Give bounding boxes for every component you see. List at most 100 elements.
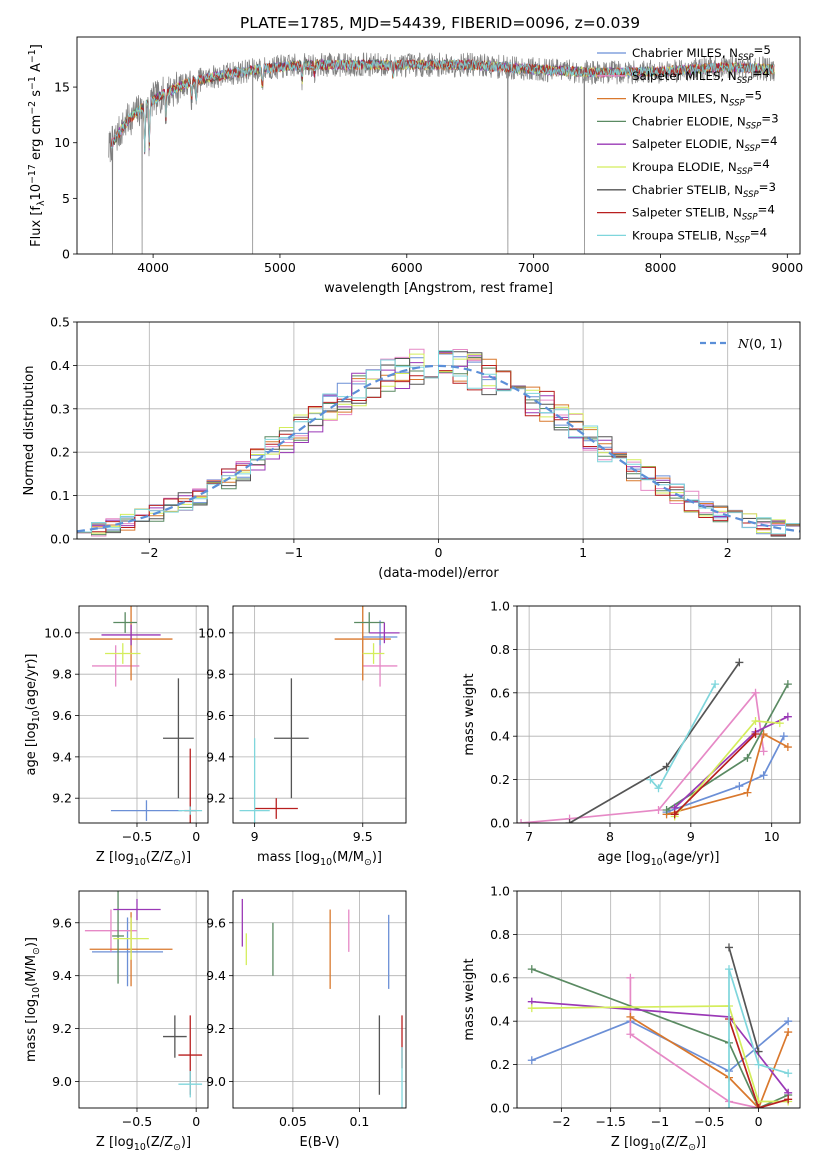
errorbar-point <box>112 891 124 984</box>
series-marker <box>517 819 526 823</box>
axes-frame <box>232 605 407 824</box>
y-tick-label: 9.4 <box>206 968 226 983</box>
y-tick-label: 9.6 <box>52 915 72 930</box>
x-tick-label: 8000 <box>645 260 677 275</box>
x-tick-label: −0.5 <box>694 1114 724 1129</box>
x-tick-label: 7000 <box>518 260 550 275</box>
errorbar-point <box>163 678 194 799</box>
x-tick-label: 6000 <box>391 260 423 275</box>
y-axis-label: mass weight <box>462 673 477 755</box>
legend-entry: Salpeter MILES, NSSP=4 <box>632 66 770 86</box>
errorbar-point <box>334 606 391 681</box>
age-vs-mass-panel: 9 9.5 9.2 9.4 9.6 9.8 10.0 mass [log10(M/M⊙)] <box>198 605 407 868</box>
y-tick-label: 0.5 <box>50 315 70 330</box>
series-marker <box>783 680 792 689</box>
legend: N(0, 1) <box>700 336 783 351</box>
y-tick-label: 9.8 <box>206 667 226 682</box>
y-tick-label: 0.4 <box>490 1014 510 1029</box>
legend-entry: Salpeter STELIB, NSSP=4 <box>632 203 775 223</box>
errorbar-point <box>274 678 309 799</box>
y-tick-label: 9.6 <box>52 708 72 723</box>
errorbar-point <box>113 898 161 921</box>
y-tick-label: 9.0 <box>206 1074 226 1089</box>
gridlines <box>233 891 406 1108</box>
y-tick-label: 9.4 <box>206 749 226 764</box>
errorbar-point <box>362 643 385 664</box>
x-tick-label: 4000 <box>137 260 169 275</box>
y-axis-label: Normed distribution <box>22 366 37 496</box>
series-marker <box>527 1056 536 1065</box>
x-axis-label: Z [log10(Z/Z⊙)] <box>96 850 191 868</box>
y-tick-label: 0.6 <box>490 970 510 985</box>
y-tick-label: 9.6 <box>206 915 226 930</box>
y-axis-label: mass [log10(M/M⊙)] <box>24 937 42 1062</box>
x-axis-label: wavelength [Angstrom, rest frame] <box>324 281 553 296</box>
errorbar-point <box>163 1015 187 1058</box>
y-axis-label: age [log10(age/yr)] <box>24 653 42 775</box>
y-tick-label: 0.4 <box>50 358 70 373</box>
x-tick-label: 9 <box>251 829 259 844</box>
x-axis-label: Z [log10(Z/Z⊙)] <box>611 1135 706 1153</box>
model-spectrum <box>110 58 775 153</box>
normal-reference-curve <box>77 364 800 533</box>
errorbar-point <box>113 612 137 633</box>
mass-weight-series <box>662 680 792 814</box>
x-tick-label: −1 <box>651 1114 669 1129</box>
series-marker <box>754 1104 763 1108</box>
y-tick-label: 9.4 <box>52 968 72 983</box>
plot-area <box>79 606 208 823</box>
errorbar-point <box>369 622 400 644</box>
figure-title: PLATE=1785, MJD=54439, FIBERID=0096, z=0… <box>240 14 640 32</box>
x-tick-label: 0 <box>435 545 443 560</box>
gridlines <box>79 891 208 1108</box>
series-marker <box>735 658 744 667</box>
errorbar-point <box>239 738 270 823</box>
plot-content <box>241 898 403 1108</box>
y-tick-label: 9.2 <box>206 1021 226 1036</box>
series-marker <box>784 1017 793 1026</box>
x-tick-label: 0 <box>755 1114 763 1129</box>
series-marker <box>784 1028 793 1037</box>
legend-entry: Chabrier ELODIE, NSSP=3 <box>632 111 779 131</box>
x-tick-label: −0.5 <box>122 829 152 844</box>
plot-content <box>77 348 800 539</box>
legend-entry: Chabrier MILES, NSSP=5 <box>632 43 771 63</box>
y-tick-label: 9.0 <box>52 1074 72 1089</box>
x-tick-label: 9.5 <box>353 829 373 844</box>
x-axis-label: age [log10(age/yr)] <box>597 850 719 868</box>
y-tick-label: 0.2 <box>490 1057 510 1072</box>
y-tick-label: 9.2 <box>52 791 72 806</box>
y-tick-label: 0.0 <box>490 816 510 831</box>
x-tick-label: 7 <box>525 829 533 844</box>
x-tick-label: 2 <box>724 545 732 560</box>
series-marker <box>711 680 720 689</box>
series-marker <box>775 719 784 728</box>
series-marker <box>565 819 574 823</box>
series-marker <box>527 1004 536 1013</box>
x-tick-label: −1.5 <box>595 1114 625 1129</box>
y-tick-label: 9.4 <box>52 749 72 764</box>
series-marker <box>725 943 734 952</box>
axes-frame <box>76 321 801 540</box>
axes-frame <box>516 890 801 1109</box>
series-marker <box>662 762 671 771</box>
x-tick-label: 9000 <box>771 260 803 275</box>
legend-entry: Kroupa MILES, NSSP=5 <box>632 89 762 109</box>
y-tick-label: 10 <box>54 135 70 150</box>
mass-weight-series <box>565 658 744 823</box>
residual-histogram-panel: −2 −1 0 1 2 0.0 0.1 0.2 0.3 0.4 0.5 (data-model)/er… <box>22 315 801 581</box>
plot-area <box>233 891 406 1108</box>
legend-entry: N(0, 1) <box>737 336 783 351</box>
plot-content <box>239 606 400 823</box>
series-marker <box>743 753 752 762</box>
x-tick-label: −2 <box>140 545 158 560</box>
series-marker <box>725 1104 734 1108</box>
y-tick-label: 0.1 <box>50 488 70 503</box>
series-marker <box>662 805 671 814</box>
y-tick-label: 0.2 <box>50 445 70 460</box>
x-tick-label: 0 <box>192 1114 200 1129</box>
y-tick-label: 0.3 <box>50 401 70 416</box>
series-marker <box>784 1069 793 1078</box>
series-marker <box>725 965 734 974</box>
x-tick-label: −2 <box>552 1114 570 1129</box>
